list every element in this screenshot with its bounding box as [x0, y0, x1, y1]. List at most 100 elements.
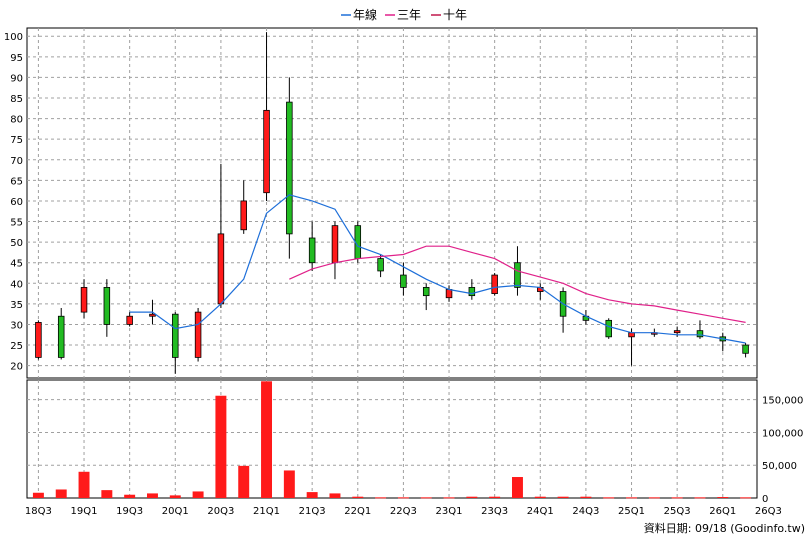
candle	[468, 279, 476, 300]
price-grid	[27, 28, 757, 378]
volume-bar	[717, 497, 729, 499]
candle-body	[172, 313, 179, 358]
price-tick-label: 50	[10, 238, 23, 249]
price-tick-label: 30	[10, 320, 23, 331]
candle-body	[445, 289, 453, 299]
candle-body	[149, 313, 156, 317]
candle-body	[263, 109, 270, 194]
volume-tick-label: 100,000	[762, 428, 803, 439]
volume-bar	[78, 471, 90, 498]
price-tick-label: 90	[10, 73, 23, 84]
volume-bar	[626, 497, 638, 499]
candle-body	[742, 344, 749, 354]
volume-bar	[283, 470, 295, 498]
candle-body	[331, 225, 339, 264]
candle-body	[35, 322, 42, 358]
price-tick-label: 65	[10, 176, 23, 187]
price-axis-ticks: 20 25 30 35 40 45 50 55 60 65 70 75 80 85 90 95 100	[4, 32, 23, 372]
candle	[80, 279, 88, 319]
x-tick-label: 19Q3	[116, 506, 143, 517]
price-tick-label: 55	[10, 218, 23, 229]
volume-bar	[648, 497, 660, 499]
price-tick-label: 20	[10, 362, 23, 373]
volume-bar	[671, 497, 683, 499]
price-tick-label: 75	[10, 135, 23, 146]
price-tick-label: 70	[10, 156, 23, 167]
volume-bar	[375, 497, 387, 499]
volume-bar	[169, 495, 181, 498]
candle-body	[126, 315, 133, 325]
candle-body	[194, 311, 202, 358]
volume-bar	[603, 497, 615, 499]
candle-body	[422, 287, 430, 297]
candle-body	[696, 330, 704, 338]
volume-bar	[443, 497, 455, 499]
price-plot-area	[26, 27, 758, 379]
price-tick-label: 45	[10, 259, 23, 270]
ma-line	[129, 194, 746, 344]
volume-bar	[352, 496, 364, 498]
candle-body	[217, 233, 225, 305]
volume-bar	[261, 381, 273, 498]
legend-label-three-year: 三年	[397, 8, 421, 22]
price-tick-label: 80	[10, 115, 23, 126]
candle	[491, 273, 498, 296]
legend-label-ten-year: 十年	[443, 8, 467, 22]
candle-body	[57, 315, 65, 358]
price-tick-label: 35	[10, 300, 23, 311]
x-tick-label: 24Q1	[527, 506, 554, 517]
x-tick-label: 20Q3	[207, 506, 234, 517]
candle	[263, 32, 270, 201]
volume-bar	[32, 492, 44, 498]
candle	[605, 318, 612, 339]
x-tick-label: 26Q3	[755, 506, 782, 517]
candle-body	[308, 237, 316, 264]
candle-body	[286, 101, 293, 235]
volume-bar	[101, 490, 113, 498]
volume-bar	[215, 395, 227, 498]
footer-data-date: 資料日期: 09/18 (Goodinfo.tw)	[644, 521, 805, 535]
volume-bar	[192, 491, 204, 498]
candle	[286, 77, 293, 259]
x-tick-label: 22Q1	[344, 506, 371, 517]
volume-bar	[55, 489, 67, 498]
candle	[400, 262, 407, 296]
candle	[57, 308, 65, 360]
x-tick-label: 19Q1	[71, 506, 98, 517]
candle-body	[240, 200, 247, 231]
x-tick-label: 21Q1	[253, 506, 280, 517]
x-tick-label: 25Q3	[664, 506, 691, 517]
volume-bar	[397, 497, 409, 499]
x-tick-label: 22Q3	[390, 506, 417, 517]
candle	[172, 312, 179, 374]
volume-tick-label: 50,000	[762, 461, 797, 472]
x-tick-label: 21Q3	[299, 506, 326, 517]
candle-body	[103, 287, 111, 325]
price-tick-label: 25	[10, 341, 23, 352]
x-tick-label: 18Q3	[25, 506, 52, 517]
volume-bar	[329, 493, 341, 498]
candle	[126, 312, 133, 327]
candle-body	[673, 330, 681, 334]
x-tick-label: 20Q1	[162, 506, 189, 517]
volume-bar	[511, 477, 523, 498]
candle	[742, 343, 749, 358]
volume-bar	[740, 497, 752, 499]
candle-body	[377, 258, 384, 272]
volume-plot-area	[26, 379, 758, 499]
volume-bar	[306, 492, 318, 498]
volume-bar	[580, 496, 592, 498]
volume-tick-label: 150,000	[762, 396, 803, 407]
x-tick-label: 23Q1	[436, 506, 463, 517]
volume-bar	[146, 493, 158, 498]
legend-label-year-line: 年線	[353, 7, 377, 22]
volume-axis-ticks: 0 50,000 100,000 150,000	[762, 396, 803, 505]
price-tick-label: 100	[4, 32, 23, 43]
candle-body	[514, 262, 521, 288]
price-tick-label: 85	[10, 94, 23, 105]
price-tick-label: 95	[10, 53, 23, 64]
candle	[240, 180, 247, 234]
volume-bars	[32, 381, 752, 499]
candle-body	[491, 274, 498, 294]
